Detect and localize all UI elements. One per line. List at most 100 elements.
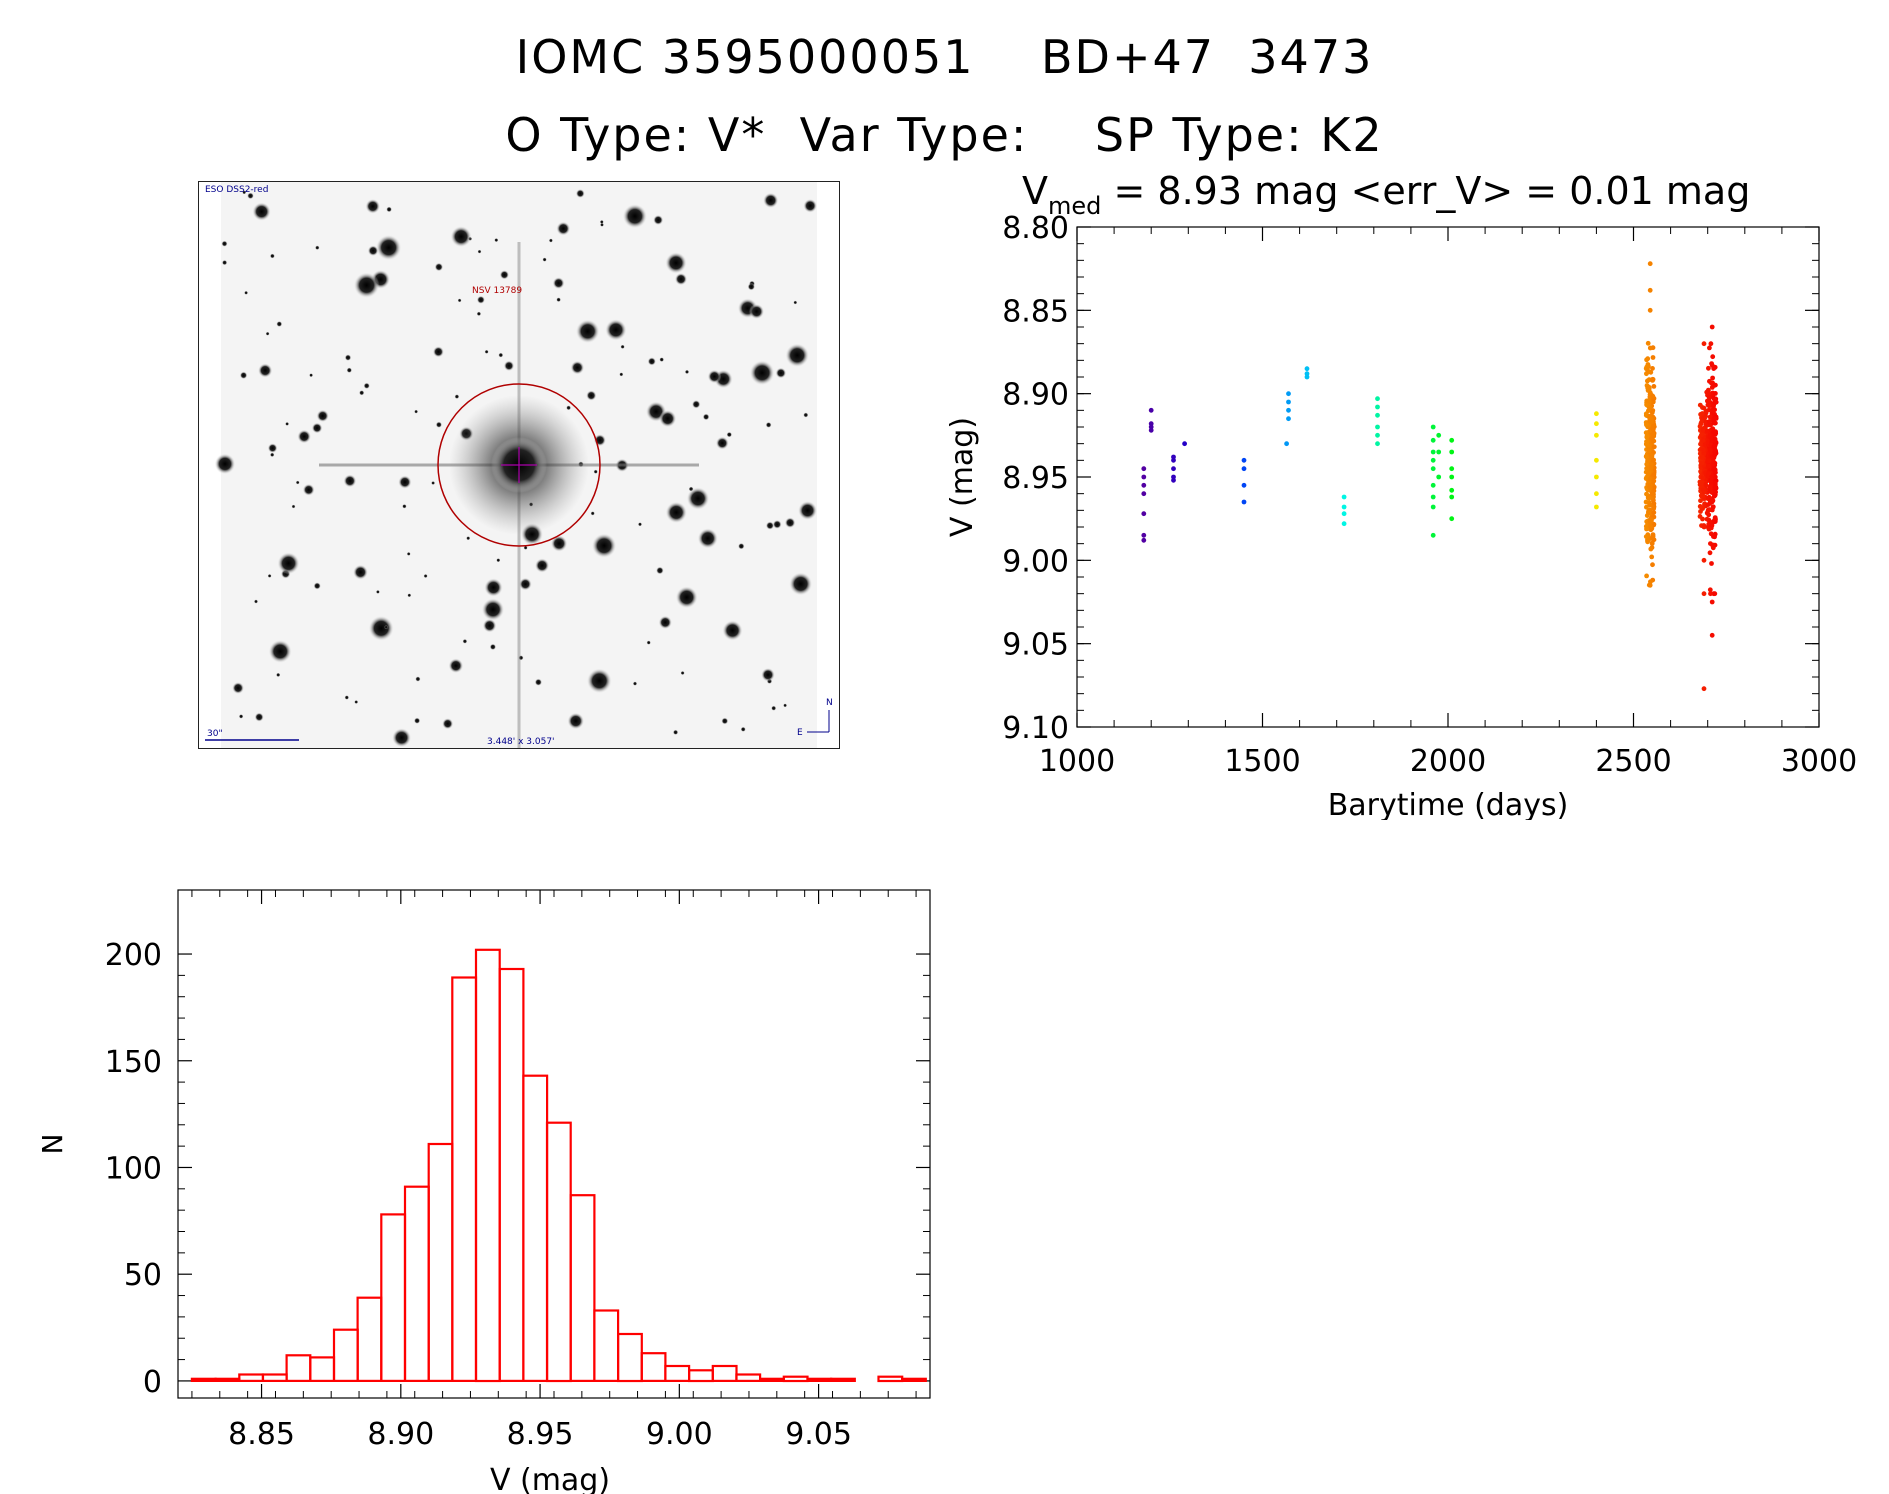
field-star [715, 436, 729, 450]
page-title: IOMC 3595000051 BD+47 3473 [515, 30, 1374, 84]
lc-point [1594, 432, 1599, 438]
field-star [691, 400, 701, 409]
field-star [761, 667, 775, 682]
field-star [765, 521, 775, 530]
lc-point [1701, 557, 1707, 563]
lc-point [1708, 498, 1714, 503]
lc-point [1644, 440, 1650, 446]
lc-point [1594, 474, 1599, 480]
lc-point [1712, 484, 1718, 490]
lc-point [1706, 407, 1712, 413]
scale-label: 30" [207, 729, 223, 739]
field-star [656, 566, 664, 575]
hist-y-tick-label: 0 [143, 1365, 162, 1400]
lc-point [1644, 402, 1649, 408]
lc-point [1712, 382, 1717, 388]
lc-point [1436, 474, 1442, 480]
lc-point [1304, 366, 1310, 372]
lc-point [1436, 432, 1442, 438]
field-star [798, 500, 818, 521]
field-star [253, 599, 259, 604]
lc-point [1647, 476, 1653, 482]
lc-point [1286, 391, 1291, 397]
field-star [247, 192, 254, 200]
lc-point [1148, 421, 1154, 427]
field-star [721, 717, 729, 725]
lc-point [1698, 420, 1704, 426]
lc-point [1707, 414, 1713, 420]
field-star [384, 625, 389, 630]
hist-y-tick-label: 50 [124, 1258, 162, 1293]
lc-point [1375, 441, 1380, 447]
lc-point [1699, 493, 1704, 499]
lc-point [1449, 437, 1455, 443]
field-star [489, 643, 497, 651]
field-star [496, 558, 501, 563]
lc-point [1708, 447, 1713, 453]
field-star [722, 620, 743, 641]
field-star [646, 640, 651, 645]
field-star [550, 535, 568, 552]
lc-point [1449, 449, 1455, 455]
field-star [414, 409, 419, 414]
light-curve-plot: Vmed = 8.93 mag <err_V> = 0.01 mag 1000 1… [945, 169, 1857, 820]
lc-point [1710, 545, 1716, 551]
field-star [619, 372, 624, 377]
hist-bar [403, 1185, 430, 1382]
lc-point [1594, 504, 1599, 510]
lc-point [1644, 491, 1649, 497]
field-star [674, 272, 688, 286]
lc-point [1141, 474, 1147, 480]
lc-point [1709, 363, 1715, 368]
lc-point [1430, 532, 1436, 538]
lc-point [1594, 491, 1599, 497]
lc-point [1651, 478, 1657, 484]
lc-point [1594, 411, 1599, 417]
field-star [567, 712, 585, 730]
lc-point [1645, 465, 1650, 471]
lc-point [1647, 261, 1653, 267]
lc-point [1706, 387, 1711, 393]
field-star [570, 360, 585, 375]
lc-point [1645, 356, 1651, 362]
lc-point [1649, 491, 1655, 497]
hist-y-axis-label: N [36, 1134, 69, 1155]
field-star [476, 311, 482, 317]
field-star [415, 676, 421, 682]
lc-point [1710, 407, 1715, 413]
field-star [772, 519, 782, 529]
field-star [590, 511, 595, 516]
lc-point [1710, 458, 1716, 464]
field-star [359, 390, 365, 396]
field-star [462, 638, 468, 644]
hist-bar [829, 1377, 856, 1383]
hist-bar [877, 1375, 904, 1383]
hist-bar [569, 1194, 596, 1382]
hist-bar [380, 1213, 407, 1383]
hist-bar [451, 976, 478, 1382]
field-star [238, 714, 244, 719]
lc-point [1709, 561, 1714, 566]
field-star [346, 367, 353, 373]
field-star [740, 726, 746, 732]
field-star [448, 658, 464, 674]
hist-bar [427, 1142, 454, 1382]
lc-point [1241, 457, 1247, 463]
lc-point [1709, 324, 1715, 330]
lc-y-tick-label: 8.85 [1002, 294, 1069, 329]
lc-point [1286, 399, 1291, 405]
hist-y-tick-label: 200 [105, 938, 162, 973]
lc-point [1703, 482, 1709, 488]
lc-x-tick-label: 2500 [1595, 744, 1671, 779]
lc-point [1649, 541, 1655, 546]
hist-bar [782, 1375, 809, 1383]
lc-point [1712, 492, 1718, 498]
lc-point [1648, 524, 1653, 529]
finder-chart-image: ESO DSS2-red NSV 13789 30" 3.448' x 3.05… [198, 181, 840, 749]
hist-bar [309, 1356, 336, 1383]
lc-point [1697, 514, 1703, 519]
field-star [315, 245, 320, 250]
lc-point [1647, 485, 1653, 491]
hist-bar [190, 1377, 217, 1383]
lc-point [1644, 433, 1650, 439]
